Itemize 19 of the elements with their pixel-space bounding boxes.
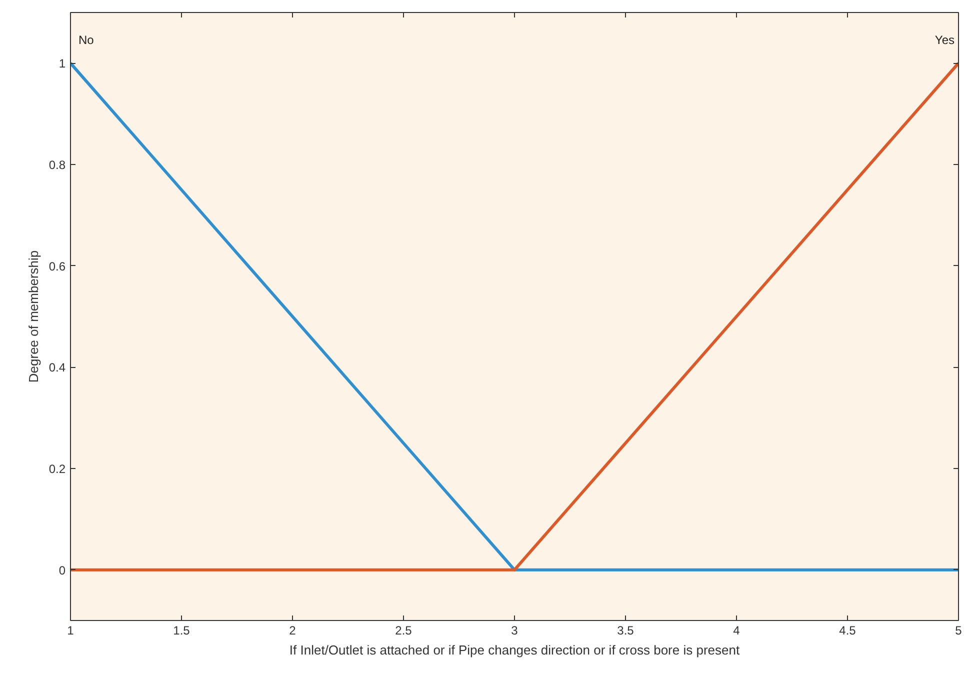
x-tick-label: 1.5 — [173, 624, 190, 638]
y-tick-label: 0.4 — [48, 360, 66, 375]
x-tick-label: 4 — [733, 624, 740, 638]
x-axis-title: If Inlet/Outlet is attached or if Pipe changes direction or if cross bore is present — [289, 642, 740, 658]
y-tick-label: 0 — [58, 563, 66, 578]
series-label: Yes — [934, 33, 954, 48]
y-axis-title: Degree of membership — [26, 250, 41, 383]
x-tick-label: 3 — [511, 624, 518, 638]
y-tick-label: 0.8 — [48, 158, 66, 172]
x-tick-label: 2 — [289, 624, 296, 638]
x-tick-label: 5 — [955, 624, 962, 638]
x-tick-label: 4.5 — [839, 624, 856, 638]
series-label: No — [78, 33, 94, 48]
x-tick-label: 1 — [67, 624, 74, 638]
y-tick-label: 1 — [58, 56, 66, 71]
x-tick-label: 2.5 — [395, 624, 412, 638]
y-tick-label: 0.2 — [48, 462, 66, 476]
x-tick-label: 3.5 — [617, 624, 634, 638]
y-tick-label: 0.6 — [48, 259, 66, 274]
